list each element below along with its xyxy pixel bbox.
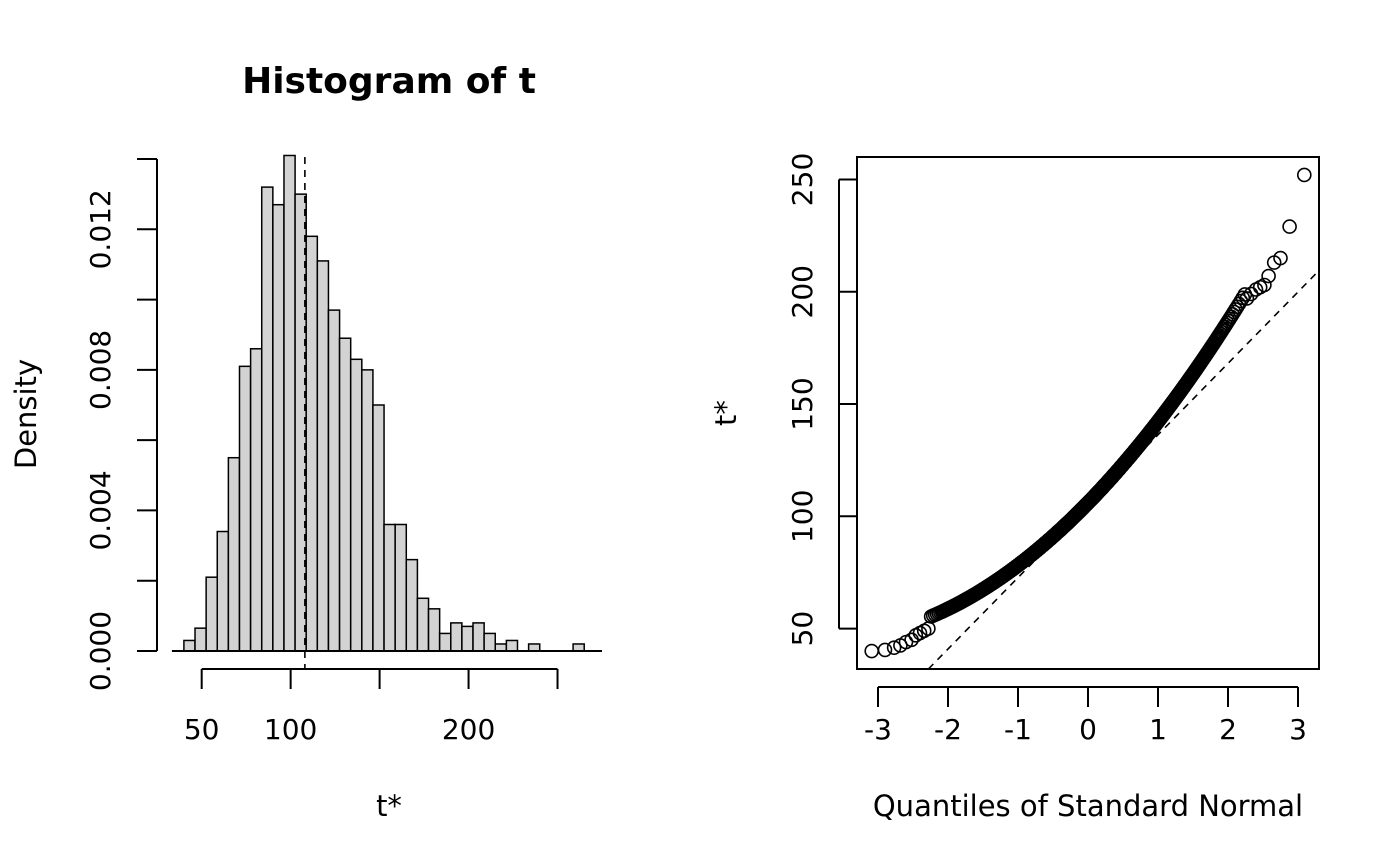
histogram-bar xyxy=(194,627,207,652)
histogram-x-axis-label: t* xyxy=(376,789,402,823)
histogram-bar xyxy=(249,348,263,652)
qq-y-tick-label: 200 xyxy=(786,265,819,318)
qq-x-tick-label: -1 xyxy=(1004,713,1032,746)
histogram-bar xyxy=(327,309,341,652)
histogram-x-axis: 50 100 200 xyxy=(184,668,559,746)
qq-point xyxy=(1273,250,1288,266)
histogram-bar xyxy=(305,235,319,652)
histogram-bar xyxy=(394,523,408,652)
qq-plot-panel: Quantiles of Standard Normal t* -3 -2 -1 0 1… xyxy=(709,153,1320,823)
qq-point xyxy=(864,643,880,659)
qq-point xyxy=(1257,277,1272,293)
qq-y-tick-label: 50 xyxy=(786,611,819,647)
qq-y-tick-label: 100 xyxy=(786,490,819,543)
histogram-bar xyxy=(372,404,385,652)
qq-plot-frame xyxy=(856,156,1320,670)
qq-x-tick-label: 1 xyxy=(1149,713,1167,746)
histogram-y-axis-label: Density xyxy=(9,359,43,469)
histogram-bar xyxy=(416,597,430,652)
histogram-bar xyxy=(227,456,241,652)
qq-x-tick-label: -2 xyxy=(934,713,962,746)
qq-x-axis: -3 -2 -1 0 1 2 3 xyxy=(864,686,1307,746)
qq-x-axis-label: Quantiles of Standard Normal xyxy=(873,789,1303,823)
qq-point xyxy=(886,640,902,655)
histogram-title: Histogram of t xyxy=(242,61,536,102)
histogram-x-tick-label: 100 xyxy=(264,713,317,746)
qq-y-axis-label: t* xyxy=(709,400,743,426)
histogram-bar xyxy=(383,523,396,652)
qq-point xyxy=(877,642,893,658)
histogram-bar xyxy=(205,576,219,652)
histogram-bar xyxy=(438,632,452,652)
histogram-bar xyxy=(527,643,541,652)
histogram-x-tick-label: 50 xyxy=(184,713,220,746)
qq-x-tick-label: 0 xyxy=(1079,713,1097,746)
qq-points xyxy=(864,167,1312,659)
qq-point xyxy=(1297,167,1312,183)
qq-y-axis: 50 100 150 200 250 xyxy=(786,153,857,647)
histogram-y-tick-label: 0.008 xyxy=(84,330,117,410)
histogram-bar xyxy=(361,369,374,652)
histogram-bar xyxy=(483,632,497,652)
histogram-bar xyxy=(461,625,474,652)
histogram-bars xyxy=(171,154,602,652)
qq-point xyxy=(1261,268,1276,284)
histogram-y-tick-label: 0.004 xyxy=(84,470,117,550)
qq-x-tick-label: 3 xyxy=(1289,713,1307,746)
histogram-x-tick-label: 200 xyxy=(442,713,495,746)
qq-x-tick-label: 2 xyxy=(1219,713,1237,746)
qq-y-tick-label: 250 xyxy=(786,153,819,206)
histogram-bar xyxy=(283,154,296,652)
qq-point xyxy=(1282,219,1297,234)
histogram-panel: Histogram of t t* Density 50 100 200 0.000… xyxy=(9,61,602,823)
histogram-y-tick-label: 0.012 xyxy=(84,189,117,269)
qq-point xyxy=(921,621,936,636)
histogram-bar xyxy=(405,558,419,652)
histogram-bar xyxy=(238,365,252,652)
histogram-bar xyxy=(260,186,274,652)
histogram-bar xyxy=(427,608,441,652)
qq-y-tick-label: 150 xyxy=(786,377,819,430)
histogram-bar xyxy=(183,639,196,652)
histogram-y-axis: 0.000 0.004 0.008 0.012 xyxy=(84,158,158,691)
histogram-bar xyxy=(272,203,285,652)
histogram-bar xyxy=(505,639,519,652)
histogram-bar xyxy=(472,622,485,652)
histogram-bar xyxy=(316,260,330,652)
histogram-bar xyxy=(216,530,230,652)
qq-x-tick-label: -3 xyxy=(864,713,892,746)
qq-point xyxy=(1239,291,1255,306)
histogram-bar xyxy=(494,643,508,652)
histogram-bar xyxy=(450,622,463,652)
histogram-bar xyxy=(572,643,585,652)
histogram-bar xyxy=(349,358,363,652)
histogram-y-tick-label: 0.000 xyxy=(84,611,117,691)
histogram-bar xyxy=(338,337,352,652)
